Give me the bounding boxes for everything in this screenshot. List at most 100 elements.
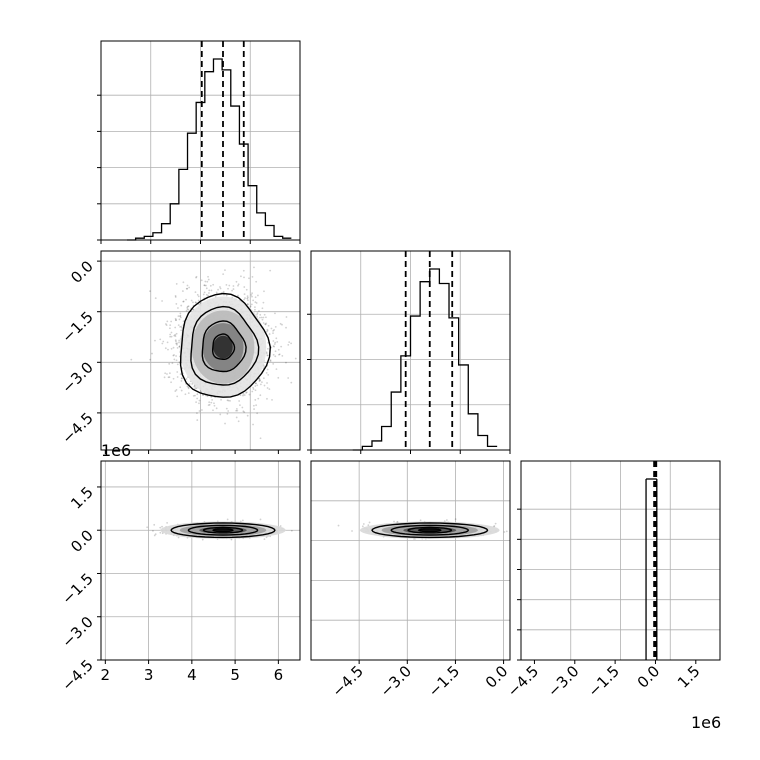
- scatter_p1_p2-point: [274, 350, 277, 353]
- scatter_p1_p2-point: [265, 351, 268, 354]
- scatter_p1_p2-point: [205, 293, 208, 296]
- scatter_p1_p2-point: [185, 309, 188, 312]
- scatter_p1_p2-point: [254, 308, 256, 311]
- scatter_p1_p2-point: [273, 345, 275, 348]
- scatter_p1_p2-point: [201, 409, 203, 411]
- scatter_p1_p2-point: [215, 291, 218, 294]
- scatter_p1_p2-point: [246, 414, 249, 417]
- scatter_p1_p2-point: [255, 404, 258, 407]
- scatter_p1_p2-point: [175, 342, 178, 345]
- scatter_p1_p2-point: [179, 312, 182, 315]
- scatter_p1_p2-point: [213, 402, 215, 405]
- scatter_p1_p2-point: [267, 373, 270, 376]
- scatter_p1_p2-point: [198, 399, 201, 402]
- scatter_p1_p2-point: [171, 362, 174, 365]
- scatter_p1_p3-ytick-label-4: −4.5: [58, 656, 96, 694]
- scatter_p1_p2-point: [187, 386, 190, 389]
- scatter_p1_p2-point: [207, 275, 209, 278]
- scatter_p1_p2-point: [167, 376, 170, 379]
- scatter_p1_p2-point: [254, 301, 257, 304]
- scatter_p1_p2-point: [165, 323, 167, 325]
- scatter_p1_p2-point: [202, 293, 205, 296]
- scatter_p1_p2-point: [213, 404, 216, 407]
- scatter_p1_p2-point: [266, 387, 269, 389]
- scatter_p2_p3-point: [494, 522, 497, 525]
- scatter_p1_p2-point: [248, 277, 250, 280]
- scatter_p1_p2-point: [192, 394, 195, 397]
- scatter_p1_p2-point: [280, 345, 283, 348]
- scatter_p1_p2-point: [226, 412, 229, 415]
- scatter_p1_p2-point: [237, 294, 239, 297]
- scatter_p1_p2-point: [252, 388, 255, 390]
- scatter_p1_p2-point: [219, 287, 222, 290]
- scatter_p1_p2-point: [257, 397, 260, 400]
- scatter_p1_p2-point: [168, 376, 171, 379]
- scatter_p1_p2-point: [177, 324, 180, 326]
- scatter_p1_p2-point: [252, 423, 254, 426]
- scatter_p1_p2-point: [278, 353, 281, 356]
- scatter_p1_p2-point: [243, 276, 245, 279]
- scatter_p1_p2-point: [179, 314, 182, 317]
- scatter_p1_p2-point: [242, 394, 244, 397]
- scatter_p1_p3-xtick-label-4: 6: [274, 666, 284, 684]
- scatter_p1_p2-point: [265, 352, 268, 355]
- scatter_p1_p2-point: [184, 393, 187, 396]
- y-offset-label-row2: 1e6: [101, 441, 131, 460]
- scatter_p1_p2-point: [250, 303, 253, 306]
- scatter_p2_p3-point: [419, 519, 422, 522]
- scatter_p1_p2-point: [272, 340, 275, 342]
- scatter_p1_p2-point: [215, 407, 218, 410]
- scatter_p1_p2-point: [256, 412, 259, 415]
- scatter_p1_p3-xtick-label-3: 5: [230, 666, 240, 684]
- hist_p2-bin-6: [411, 316, 421, 450]
- scatter_p1_p3-frame: [100, 460, 301, 661]
- scatter_p1_p2-point: [285, 361, 287, 364]
- scatter_p1_p2-point: [290, 381, 293, 384]
- scatter_p2_p3-point: [368, 521, 371, 524]
- scatter_p1_p2-point: [267, 354, 269, 357]
- scatter_p1_p2-point: [173, 354, 175, 356]
- hist_p3-xtick-label-1: −3.0: [544, 662, 582, 700]
- scatter_p1_p2-point: [180, 389, 183, 392]
- scatter_p1_p2-point: [154, 297, 157, 300]
- scatter_p1_p2-point: [220, 398, 222, 401]
- scatter_p1_p3-point: [161, 525, 163, 528]
- scatter_p1_p2-point: [222, 273, 225, 276]
- scatter_p1_p2-point: [175, 283, 178, 285]
- scatter_p1_p2-point: [186, 284, 189, 287]
- scatter_p1_p2-point: [232, 288, 235, 290]
- scatter_p1_p2-point: [217, 288, 219, 291]
- scatter_p1_p2-point: [237, 284, 239, 287]
- scatter_p1_p3-point: [154, 533, 157, 536]
- scatter_p1_p2-point: [188, 286, 191, 289]
- scatter_p1_p2-point: [186, 306, 189, 309]
- scatter_p1_p2-point: [196, 393, 199, 396]
- scatter_p1_p2-point: [195, 401, 198, 404]
- hist_p1-bin-12: [231, 106, 240, 240]
- scatter_p1_p2-point: [181, 326, 183, 329]
- hist_p3-xtick-label-3: 0.0: [634, 662, 664, 692]
- scatter_p1_p2-point: [208, 401, 211, 404]
- scatter_p1_p2-point: [212, 283, 215, 286]
- scatter_p1_p2-point: [174, 390, 177, 392]
- scatter_p2_p3-point: [337, 524, 340, 527]
- scatter_p1_p2-point: [261, 381, 263, 384]
- scatter_p1_p2-point: [180, 304, 183, 307]
- scatter_p1_p2-point: [168, 362, 171, 365]
- scatter_p1_p2-point: [172, 346, 175, 349]
- scatter_p1_p3-point: [263, 538, 266, 541]
- scatter_p1_p2-point: [227, 410, 230, 412]
- scatter_p1_p2-point: [262, 377, 265, 380]
- scatter_p1_p2-point: [224, 269, 226, 272]
- scatter_p1_p2-point: [256, 312, 259, 315]
- scatter_p2_p3-point: [503, 531, 506, 533]
- scatter_p1_p2-point: [246, 299, 249, 302]
- scatter_p2_p3-point: [396, 520, 399, 523]
- scatter_p1_p2-point: [186, 287, 189, 290]
- scatter_p1_p2-contour-2: [201, 320, 247, 373]
- scatter_p1_p3-contour-3: [212, 528, 234, 533]
- scatter_p1_p2-point: [179, 373, 182, 376]
- scatter_p1_p2-point: [254, 389, 257, 392]
- scatter_p1_p2-point: [274, 341, 277, 344]
- scatter_p1_p2-point: [174, 319, 177, 322]
